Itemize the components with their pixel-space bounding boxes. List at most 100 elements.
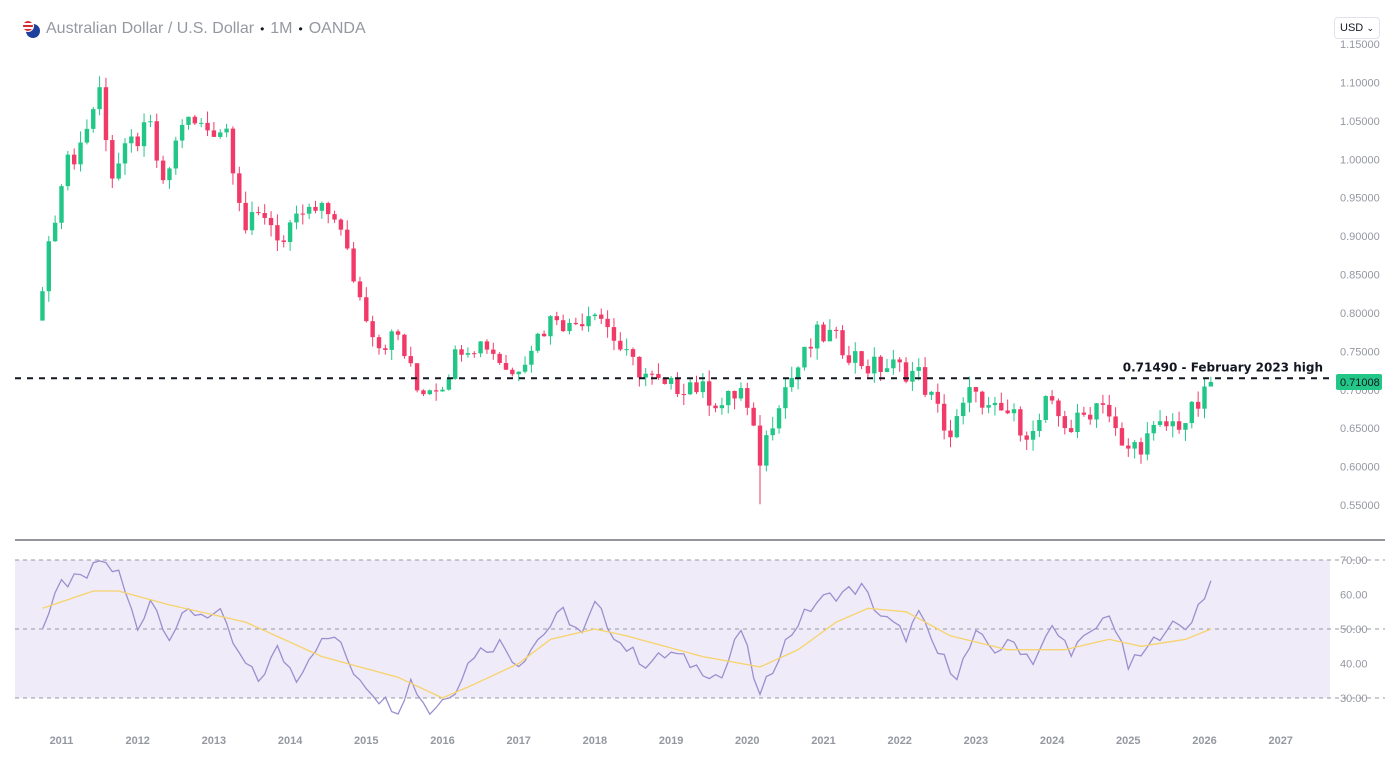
candle-body (853, 351, 858, 363)
candle-body (1151, 424, 1156, 434)
candle (745, 382, 750, 416)
candle (687, 378, 693, 396)
chart-title-bar[interactable]: Australian Dollar / U.S. Dollar • 1M • O… (22, 20, 366, 38)
candle-body (630, 349, 636, 357)
candle (46, 236, 51, 302)
candle (510, 367, 515, 377)
candle (1170, 413, 1175, 438)
candle-body (230, 128, 236, 174)
candle-body (160, 160, 166, 181)
candle (554, 311, 559, 326)
candle-body (1145, 433, 1150, 455)
candle-body (789, 377, 794, 388)
candle (300, 204, 305, 225)
candle (872, 347, 877, 383)
candle (751, 402, 756, 427)
rsi-tick-label: 50.00 (1340, 624, 1368, 636)
candle (770, 416, 775, 441)
symbol-name[interactable]: Australian Dollar / U.S. Dollar (46, 20, 255, 37)
time-tick-label: 2017 (506, 735, 530, 747)
candle-body (776, 408, 782, 429)
candle-body (268, 217, 274, 226)
candle-body (306, 206, 312, 214)
candle-body (922, 367, 928, 395)
candle-body (376, 337, 382, 349)
candle (465, 347, 471, 358)
candle (338, 218, 344, 236)
candle-body (573, 322, 579, 325)
last-price-badge-bg (1336, 374, 1382, 391)
candle-body (484, 341, 490, 350)
candle-body (478, 341, 483, 354)
candle-body (433, 390, 439, 392)
time-tick-label: 2027 (1268, 735, 1292, 747)
candle (700, 373, 706, 398)
candle-body (262, 213, 267, 218)
candle-body (999, 402, 1004, 411)
candle-body (503, 362, 509, 370)
candle (211, 122, 217, 137)
candle (643, 368, 648, 387)
interval-label[interactable]: 1M (270, 20, 293, 37)
candle (199, 118, 204, 128)
candle-body (491, 349, 496, 354)
candle (148, 114, 153, 128)
candle-body (941, 403, 947, 431)
price-tick-label: 1.00000 (1340, 154, 1380, 166)
candle (732, 390, 737, 410)
candle-body (865, 366, 871, 374)
candle-body (59, 186, 64, 223)
candle (224, 123, 229, 138)
candle (1024, 431, 1029, 451)
candle (592, 312, 598, 321)
candle (326, 201, 331, 224)
candle-body (751, 407, 756, 426)
price-tick-label: 0.75000 (1340, 346, 1380, 358)
time-tick-label: 2011 (50, 735, 74, 747)
candle-body (1011, 409, 1017, 414)
candle (122, 138, 128, 175)
candle (726, 390, 731, 414)
candle (859, 350, 864, 370)
candle-body (1056, 400, 1061, 417)
candle (637, 356, 642, 387)
candle-body (1157, 421, 1163, 425)
candle (624, 338, 629, 356)
time-axis[interactable]: 2011 2012 2013 2014 2015 2016 2017 2018 2019 2020… (50, 735, 1293, 747)
candle (116, 152, 121, 181)
price-tick-label: 1.10000 (1340, 77, 1380, 89)
candle (853, 342, 858, 374)
currency-select[interactable]: USD ⌄ (1334, 17, 1380, 39)
price-axis[interactable]: 1.15000 1.10000 1.05000 1.00000 0.95000 0.900… (1340, 39, 1380, 512)
candle (535, 332, 540, 353)
candle (427, 389, 432, 396)
price-tick-label: 0.90000 (1340, 231, 1380, 243)
candle-body (516, 371, 521, 375)
candle (192, 114, 198, 125)
candle-body (421, 390, 426, 395)
candle (186, 116, 191, 130)
candle-body (192, 116, 198, 124)
candle-body (986, 405, 991, 408)
time-tick-label: 2025 (1116, 735, 1140, 747)
candle (256, 206, 261, 216)
time-tick-label: 2024 (1040, 735, 1065, 747)
candle (1043, 395, 1048, 423)
candle (1183, 423, 1188, 441)
candle-body (122, 143, 128, 164)
candle (675, 372, 680, 398)
candle-body (713, 405, 718, 409)
candle-body (65, 154, 71, 187)
candle-body (700, 381, 706, 393)
time-tick-label: 2016 (430, 735, 454, 747)
candle-body (643, 373, 648, 378)
candle (268, 211, 274, 237)
candle (205, 111, 210, 137)
price-tick-label: 1.15000 (1340, 39, 1380, 51)
candle (491, 342, 496, 360)
candle (611, 318, 617, 351)
candle-body (313, 206, 318, 211)
rsi-axis[interactable]: 70.00 60.00 50.00 40.00 30.00 (1340, 555, 1368, 705)
candle (243, 191, 248, 234)
